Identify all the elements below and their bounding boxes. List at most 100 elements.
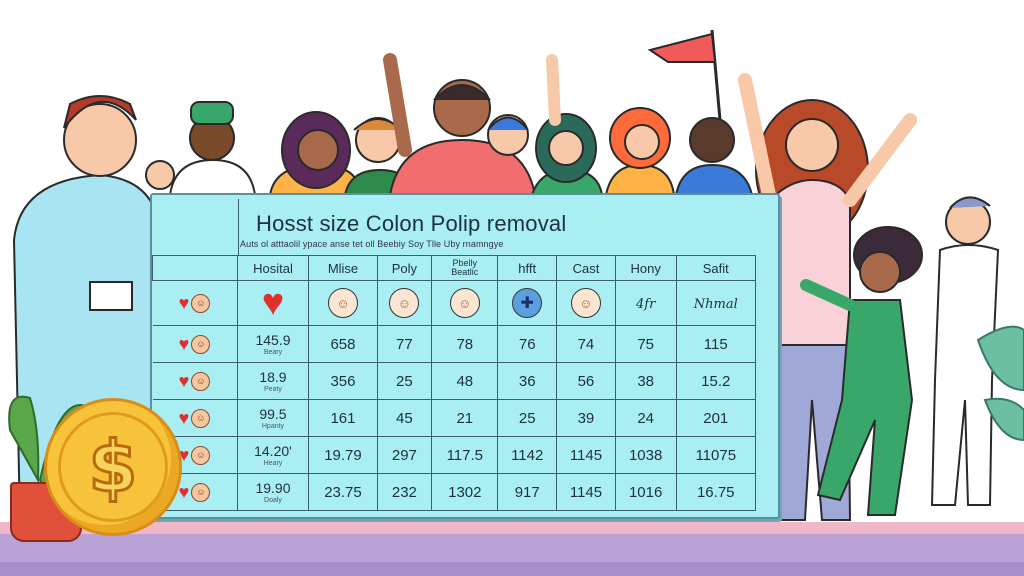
dollar-coin-icon: $ bbox=[44, 398, 182, 536]
table-cell: 19.90 Doaly bbox=[236, 473, 310, 511]
person-flag-holder bbox=[647, 29, 754, 196]
table-cell: 76 bbox=[497, 325, 558, 363]
host-sub: Beary bbox=[263, 348, 283, 356]
table-cell: 77 bbox=[376, 325, 433, 363]
person-orange-hair bbox=[604, 107, 676, 196]
table-cell: 232 bbox=[376, 473, 433, 511]
script-label: Nhmal bbox=[693, 296, 738, 312]
face-badge-icon: ☺ bbox=[191, 445, 211, 465]
face-badge-icon: ☺ bbox=[191, 334, 211, 354]
table-cell: 11075 bbox=[675, 436, 756, 474]
table-header: Poly bbox=[376, 255, 433, 281]
plant-leaf-right-icon bbox=[976, 325, 1024, 392]
face-badge-icon: ☺ bbox=[191, 482, 211, 502]
table-cell: 4fr bbox=[614, 280, 677, 326]
face-badge-icon: ☺ bbox=[389, 288, 420, 318]
table-header: Safit bbox=[675, 255, 756, 281]
floor-edge bbox=[0, 522, 1024, 536]
table-cell: 48 bbox=[431, 362, 499, 400]
table-cell: 1016 bbox=[614, 473, 677, 511]
table-cell: 74 bbox=[556, 325, 616, 363]
table-header-blank bbox=[152, 255, 238, 281]
person-green-cap bbox=[168, 101, 257, 196]
table-row: ♥ ☺ 18.9 Peaty 356 25 48 36 56 38 15.2 bbox=[152, 362, 756, 400]
table-cell: ☺ bbox=[431, 280, 499, 326]
table-cell: 25 bbox=[497, 399, 558, 437]
table-cell: 56 bbox=[556, 362, 616, 400]
table-header: Cast bbox=[556, 255, 616, 281]
heart-icon: ♥ bbox=[178, 445, 190, 465]
table-icon-row: ♥ ☺ ♥ ☺ ☺ ☺ ✚ ☺ 4fr Nhmal bbox=[152, 280, 756, 326]
table-cell: 917 bbox=[497, 473, 558, 511]
table-cell: 19.79 bbox=[308, 436, 378, 474]
table-cell: ✚ bbox=[497, 280, 558, 326]
table-cell: 1302 bbox=[431, 473, 499, 511]
data-table: Hosital Mlise Poly Pbelly Beatlic hfft C… bbox=[152, 255, 756, 511]
person-curly-dark bbox=[268, 111, 362, 196]
table-header-label: Pbelly bbox=[452, 258, 478, 268]
host-sub: Peaty bbox=[264, 385, 282, 393]
table-header: Hony bbox=[614, 255, 677, 281]
host-sub: Hpanty bbox=[261, 422, 285, 430]
board-title: Hosst size Colon Polip removal bbox=[256, 211, 567, 236]
face-badge-icon: ☺ bbox=[449, 288, 480, 318]
person-white-coat bbox=[930, 196, 1000, 506]
script-label: 4fr bbox=[636, 296, 656, 312]
plant-leaf-left-icon bbox=[8, 395, 40, 484]
table-cell: ♥ bbox=[236, 280, 310, 326]
table-cell: 36 bbox=[497, 362, 558, 400]
table-cell: 38 bbox=[614, 362, 677, 400]
face-badge-icon: ☺ bbox=[327, 288, 358, 318]
heart-icon: ♥ bbox=[178, 482, 190, 502]
table-cell: 16.75 bbox=[675, 473, 756, 511]
table-cell: 75 bbox=[614, 325, 677, 363]
table-cell: ☺ bbox=[556, 280, 616, 326]
table-header: Mlise bbox=[308, 255, 378, 281]
host-sub: Heary bbox=[263, 459, 283, 467]
table-cell: Nhmal bbox=[675, 280, 756, 326]
face-badge-icon: ☺ bbox=[570, 288, 601, 318]
heart-icon: ♥ bbox=[178, 334, 190, 354]
table-cell: ♥ ☺ bbox=[152, 362, 238, 400]
table-header: Hosital bbox=[236, 255, 310, 281]
table-cell: 356 bbox=[308, 362, 378, 400]
table-cell: 78 bbox=[431, 325, 499, 363]
table-cell: 145.9 Beary bbox=[236, 325, 310, 363]
board-subtitle: Auts ol atttaolil ypace anse tet oll Bee… bbox=[240, 239, 504, 249]
table-cell: 14.20' Heary bbox=[236, 436, 310, 474]
table-header-row: Hosital Mlise Poly Pbelly Beatlic hfft C… bbox=[152, 255, 756, 281]
table-cell: 99.5 Hpanty bbox=[236, 399, 310, 437]
table-header: hfft bbox=[497, 255, 558, 281]
table-cell: 115 bbox=[675, 325, 756, 363]
heart-icon: ♥ bbox=[178, 293, 190, 313]
table-cell: ♥ ☺ bbox=[152, 325, 238, 363]
table-cell: ☺ bbox=[308, 280, 378, 326]
table-cell: 297 bbox=[376, 436, 433, 474]
table-cell: 24 bbox=[614, 399, 677, 437]
table-cell: 117.5 bbox=[431, 436, 499, 474]
table-cell: 39 bbox=[556, 399, 616, 437]
comparison-board: Hosst size Colon Polip removal Auts ol a… bbox=[150, 193, 780, 519]
person-teal-hair bbox=[530, 54, 604, 196]
host-sub: Doaly bbox=[264, 496, 282, 504]
board-divider bbox=[238, 199, 239, 255]
person-woman-right bbox=[738, 73, 917, 521]
face-badge-icon: ☺ bbox=[191, 293, 211, 313]
host-value: 145.9 bbox=[255, 331, 291, 348]
table-cell: 15.2 bbox=[675, 362, 756, 400]
heart-icon: ♥ bbox=[178, 371, 190, 391]
table-cell: 25 bbox=[376, 362, 433, 400]
host-value: 99.5 bbox=[259, 405, 287, 422]
table-header-sub: Beatlic bbox=[451, 267, 479, 277]
table-cell: 1038 bbox=[614, 436, 677, 474]
cross-badge-icon: ✚ bbox=[512, 288, 543, 318]
table-header: Pbelly Beatlic bbox=[431, 255, 499, 281]
floor-shadow bbox=[0, 562, 1024, 576]
table-row: ♥ ☺ 19.90 Doaly 23.75 232 1302 917 1145 10… bbox=[152, 473, 756, 511]
host-value: 19.90 bbox=[255, 479, 291, 496]
table-row: ♥ ☺ 14.20' Heary 19.79 297 117.5 1142 1145… bbox=[152, 436, 756, 474]
heart-icon: ♥ bbox=[261, 282, 285, 324]
table-cell: ☺ bbox=[376, 280, 433, 326]
table-row: ♥ ☺ 145.9 Beary 658 77 78 76 74 75 115 bbox=[152, 325, 756, 363]
